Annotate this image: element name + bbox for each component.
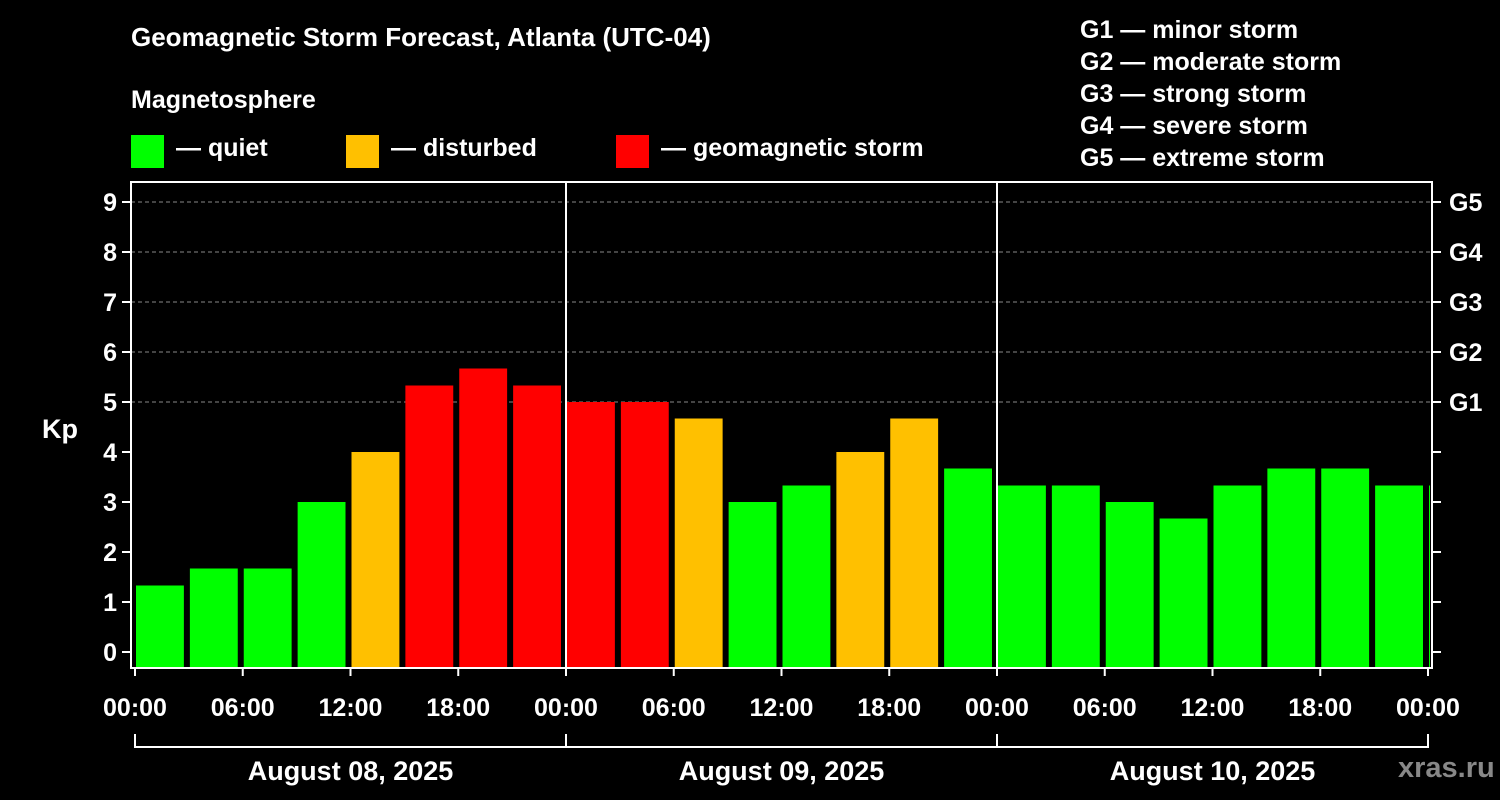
x-tick-label: 00:00 xyxy=(534,694,598,722)
day-label: August 09, 2025 xyxy=(679,756,885,786)
kp-bar xyxy=(351,452,400,668)
kp-bar xyxy=(1159,518,1208,668)
y-tick-label: 0 xyxy=(103,639,117,667)
kp-bar xyxy=(459,368,508,668)
g-level-label: G5 xyxy=(1449,189,1482,217)
x-tick-label: 18:00 xyxy=(1288,694,1352,722)
x-tick-label: 00:00 xyxy=(103,694,167,722)
y-tick-label: 2 xyxy=(103,539,117,567)
y-tick-label: 5 xyxy=(103,389,117,417)
legend-item-storm: — geomagnetic storm xyxy=(616,134,924,168)
g-level-label: G4 xyxy=(1449,239,1482,267)
kp-bar xyxy=(674,418,723,668)
y-tick-label: 9 xyxy=(103,189,117,217)
g-level-label: G1 xyxy=(1449,389,1482,417)
kp-bar xyxy=(1267,468,1316,668)
legend-swatch-disturbed xyxy=(346,134,379,168)
y-tick-label: 7 xyxy=(103,289,117,317)
bar-layer xyxy=(136,368,1430,668)
x-tick-label: 06:00 xyxy=(211,694,275,722)
storm-level-g5: G5 — extreme storm xyxy=(1080,144,1325,172)
kp-bar xyxy=(1213,485,1262,668)
storm-level-g2: G2 — moderate storm xyxy=(1080,48,1342,76)
x-tick-label: 00:00 xyxy=(1396,694,1460,722)
y-tick-label: 3 xyxy=(103,489,117,517)
day-label: August 08, 2025 xyxy=(248,756,454,786)
storm-level-g3: G3 — strong storm xyxy=(1080,80,1307,108)
legend-label-quiet: — quiet xyxy=(176,133,268,162)
x-tick-label: 12:00 xyxy=(750,694,814,722)
legend-label-disturbed: — disturbed xyxy=(391,133,537,162)
legend-item-disturbed: — disturbed xyxy=(346,134,537,168)
legend-title: Magnetosphere xyxy=(131,86,316,114)
kp-bar xyxy=(243,568,292,668)
kp-bar xyxy=(1105,502,1154,668)
x-tick-label: 06:00 xyxy=(642,694,706,722)
axis-layer: 0 1 2 3 4 5 6 7 8 9 G1 G2 G3 G4 G5 00:00 06:00 12:00 18:00… xyxy=(103,182,1482,786)
g-level-label: G2 xyxy=(1449,339,1482,367)
storm-level-g4: G4 — severe storm xyxy=(1080,112,1308,140)
kp-bar xyxy=(1321,468,1370,668)
kp-bar xyxy=(620,402,669,668)
legend-swatch-quiet xyxy=(131,134,164,168)
x-tick-label: 18:00 xyxy=(426,694,490,722)
kp-bar xyxy=(405,385,454,668)
kp-bar xyxy=(1429,485,1430,668)
kp-bar xyxy=(189,568,238,668)
legend-swatch-storm xyxy=(616,134,649,168)
x-tick-label: 18:00 xyxy=(857,694,921,722)
kp-bar xyxy=(567,402,615,668)
storm-level-list: G1 — minor storm G2 — moderate storm G3 … xyxy=(1080,14,1341,174)
grid-layer xyxy=(131,201,1432,403)
y-tick-label: 6 xyxy=(103,339,117,367)
x-tick-label: 12:00 xyxy=(319,694,383,722)
g-level-label: G3 xyxy=(1449,289,1482,317)
kp-bar xyxy=(513,385,561,668)
legend-label-storm: — geomagnetic storm xyxy=(661,133,924,162)
kp-bar xyxy=(890,418,939,668)
kp-bar xyxy=(136,585,184,668)
kp-bar xyxy=(944,468,992,668)
x-tick-label: 12:00 xyxy=(1181,694,1245,722)
storm-level-g1: G1 — minor storm xyxy=(1080,16,1299,44)
y-tick-label: 4 xyxy=(103,439,117,467)
kp-bar xyxy=(297,502,346,668)
kp-bar xyxy=(1051,485,1100,668)
x-tick-label: 00:00 xyxy=(965,694,1029,722)
kp-bar xyxy=(728,502,777,668)
y-axis-label: Kp xyxy=(42,414,78,444)
chart-title: Geomagnetic Storm Forecast, Atlanta (UTC… xyxy=(131,22,711,52)
day-label: August 10, 2025 xyxy=(1110,756,1316,786)
kp-bar xyxy=(782,485,831,668)
legend-item-quiet: — quiet xyxy=(131,134,268,168)
x-tick-label: 06:00 xyxy=(1073,694,1137,722)
kp-bar xyxy=(836,452,885,668)
y-tick-label: 8 xyxy=(103,239,117,267)
y-tick-label: 1 xyxy=(103,589,117,617)
watermark: xras.ru xyxy=(1398,752,1495,784)
kp-bar xyxy=(998,485,1046,668)
kp-bar xyxy=(1375,485,1423,668)
